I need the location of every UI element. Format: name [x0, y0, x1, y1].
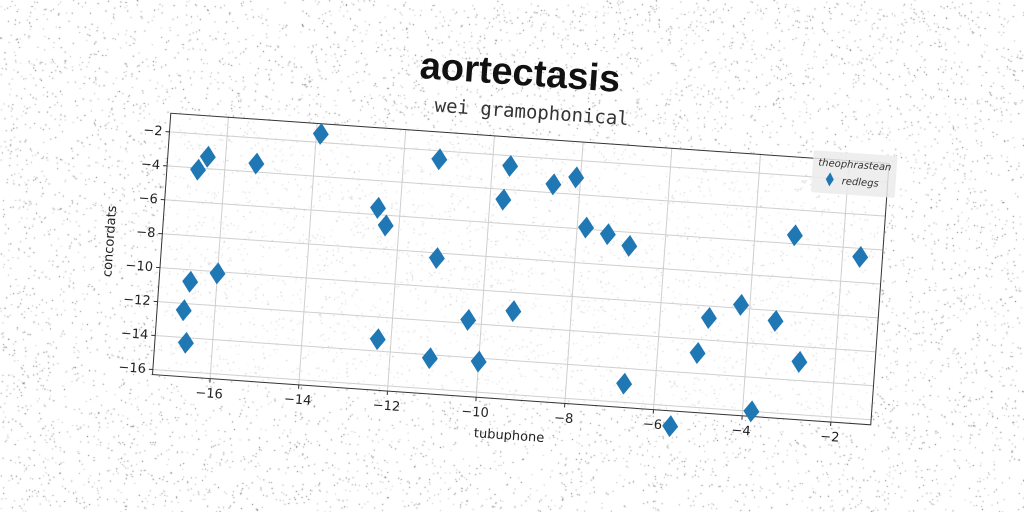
- data-point: [743, 400, 760, 423]
- legend-marker-redlegs: [825, 172, 834, 187]
- data-point: [312, 122, 329, 145]
- x-tick-label: −12: [372, 398, 400, 415]
- data-point: [545, 173, 562, 196]
- legend-title: theophrastean: [818, 158, 892, 174]
- y-gridline: [162, 233, 881, 285]
- data-point: [421, 347, 438, 370]
- x-tick-label: −6: [642, 417, 662, 433]
- data-point: [700, 307, 717, 329]
- data-point: [175, 299, 192, 322]
- x-gridline: [386, 129, 407, 392]
- y-gridline: [155, 335, 874, 387]
- data-point: [248, 152, 265, 175]
- plot-frame: [151, 112, 890, 426]
- data-point: [791, 350, 808, 373]
- y-gridline: [157, 301, 876, 353]
- data-point: [209, 262, 226, 285]
- legend-box: [810, 150, 898, 198]
- data-point: [767, 309, 784, 332]
- data-point: [428, 247, 445, 270]
- x-axis-label: tubuphone: [473, 426, 544, 446]
- y-tick-label: −2: [143, 123, 163, 139]
- y-tick-label: −6: [138, 191, 158, 207]
- x-gridline: [653, 148, 673, 410]
- y-gridline: [164, 199, 884, 251]
- data-point: [616, 372, 633, 395]
- data-point: [369, 328, 386, 351]
- data-point: [689, 342, 706, 364]
- data-point: [578, 216, 595, 239]
- x-tick-label: −10: [461, 404, 489, 421]
- data-point: [431, 148, 448, 171]
- y-tick-label: −8: [136, 225, 156, 241]
- data-point: [733, 293, 750, 316]
- y-tick-label: −12: [123, 292, 151, 309]
- x-tick-label: −2: [820, 429, 840, 445]
- y-tick-label: −4: [140, 157, 160, 173]
- plot-area: −16 −14 −12 −10 −8 −6 −4 −2 −16 −14 −12 −10 −8 −6 −4 −2: [118, 112, 890, 446]
- x-gridline: [298, 123, 318, 385]
- data-point: [599, 223, 616, 246]
- data-point: [852, 245, 869, 268]
- data-point: [182, 270, 199, 293]
- data-point: [190, 158, 207, 181]
- data-point: [502, 154, 519, 177]
- data-point: [370, 196, 386, 219]
- y-tick-label: −10: [125, 258, 153, 275]
- data-point: [786, 224, 803, 247]
- x-gridline: [564, 142, 584, 404]
- data-point: [177, 331, 194, 354]
- x-gridline: [209, 117, 229, 379]
- data-point: [621, 234, 638, 257]
- y-axis-label: concordats: [100, 205, 120, 278]
- y-tick-label: −14: [120, 326, 148, 343]
- y-gridline: [169, 131, 888, 183]
- data-point: [568, 166, 585, 189]
- data-point: [460, 308, 477, 331]
- legend-label-redlegs: redlegs: [841, 176, 879, 190]
- y-gridline: [159, 267, 879, 319]
- plot-background: [152, 113, 890, 425]
- data-point: [199, 145, 216, 168]
- data-point: [495, 188, 512, 211]
- x-gridline: [741, 154, 761, 416]
- x-gridline: [830, 160, 850, 423]
- y-gridline: [167, 165, 886, 217]
- data-point: [662, 415, 679, 438]
- legend: theophrastean redlegs: [810, 150, 898, 198]
- x-tick-label: −14: [284, 392, 312, 409]
- chart-subtitle: wei gramophonical: [434, 95, 630, 131]
- data-point: [505, 300, 522, 323]
- x-tick-label: −16: [195, 386, 223, 403]
- data-point: [470, 350, 487, 373]
- y-tick-label: −16: [118, 360, 146, 377]
- x-tick-label: −8: [554, 411, 574, 427]
- x-tick-label: −4: [731, 423, 751, 439]
- data-point: [377, 214, 394, 237]
